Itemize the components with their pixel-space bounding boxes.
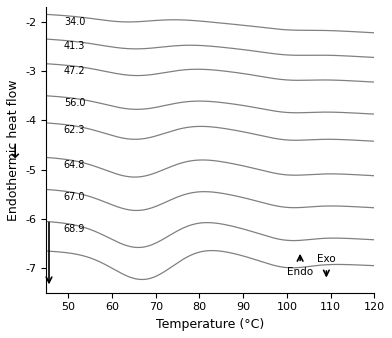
- Text: 47.2: 47.2: [64, 66, 85, 76]
- Y-axis label: Endothermic heat flow: Endothermic heat flow: [7, 79, 20, 221]
- Text: Endo: Endo: [287, 267, 313, 277]
- Text: 67.0: 67.0: [64, 192, 85, 202]
- Text: 56.0: 56.0: [64, 98, 85, 108]
- Text: Exo: Exo: [317, 254, 336, 264]
- Text: 64.8: 64.8: [64, 160, 85, 170]
- Text: ↓: ↓: [7, 143, 24, 162]
- X-axis label: Temperature (°C): Temperature (°C): [156, 318, 265, 331]
- Text: 62.3: 62.3: [64, 125, 85, 135]
- Text: 34.0: 34.0: [64, 17, 85, 27]
- Text: 68.9: 68.9: [64, 224, 85, 234]
- Text: 41.3: 41.3: [64, 42, 85, 51]
